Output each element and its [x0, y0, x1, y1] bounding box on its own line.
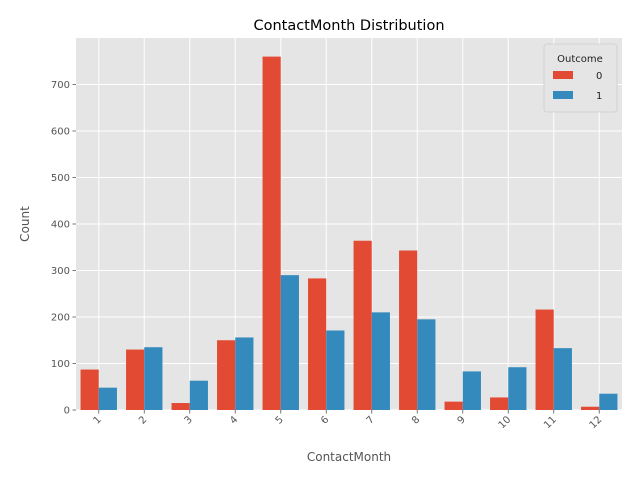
- y-axis-label: Count: [18, 206, 32, 242]
- x-tick-label: 9: [456, 414, 468, 426]
- y-tick-label: 0: [64, 406, 70, 417]
- x-tick-label: 1: [92, 414, 104, 426]
- bar-series-1-12: [599, 393, 618, 410]
- legend-swatch-0: [553, 71, 573, 79]
- y-tick-label: 600: [51, 127, 70, 138]
- y-tick-label: 700: [51, 80, 70, 91]
- bar-series-0-12: [581, 406, 600, 410]
- bar-series-0-4: [217, 340, 236, 410]
- bar-series-1-7: [371, 312, 390, 410]
- chart-title: ContactMonth Distribution: [253, 18, 444, 34]
- x-tick-label: 8: [410, 414, 422, 426]
- x-tick-label: 3: [183, 414, 195, 426]
- bar-series-0-8: [399, 250, 418, 410]
- y-axis-ticks: 0 100 200 300 400 500 600 700: [51, 80, 76, 417]
- bar-series-0-1: [80, 369, 99, 410]
- y-tick-label: 400: [51, 220, 70, 231]
- x-axis-ticks: 1 2 3 4 5 6 7 8 9 10 11 12: [92, 410, 605, 431]
- x-tick-label: 11: [542, 414, 559, 431]
- bar-series-1-1: [98, 387, 117, 410]
- bar-series-0-5: [262, 56, 281, 410]
- bar-series-1-2: [144, 347, 163, 410]
- bar-series-0-10: [490, 397, 509, 410]
- legend-label-0: 0: [596, 71, 602, 82]
- bar-series-1-10: [508, 367, 527, 410]
- bar-series-1-11: [553, 348, 572, 410]
- legend-title: Outcome: [557, 54, 603, 65]
- y-tick-label: 500: [51, 173, 70, 184]
- y-tick-label: 200: [51, 313, 70, 324]
- x-axis-label: ContactMonth: [307, 450, 391, 464]
- legend: Outcome 0 1: [543, 43, 618, 113]
- x-tick-label: 5: [274, 414, 286, 426]
- bar-series-1-3: [189, 380, 208, 410]
- x-tick-label: 10: [497, 414, 514, 431]
- bar-series-0-6: [308, 278, 327, 410]
- bar-series-1-4: [235, 337, 254, 410]
- x-tick-label: 4: [228, 414, 240, 426]
- bar-series-0-9: [444, 401, 463, 410]
- x-tick-label: 12: [588, 414, 605, 431]
- bars: [80, 56, 618, 410]
- bar-series-0-2: [126, 349, 145, 410]
- x-tick-label: 2: [137, 414, 149, 426]
- bar-series-1-8: [417, 319, 436, 410]
- bar-series-0-3: [171, 403, 190, 410]
- bar-series-1-5: [280, 275, 299, 410]
- bar-series-1-9: [462, 371, 481, 410]
- y-tick-label: 300: [51, 266, 70, 277]
- bar-series-1-6: [326, 330, 345, 410]
- legend-label-1: 1: [596, 91, 602, 102]
- x-tick-label: 7: [365, 414, 377, 426]
- bar-series-0-7: [353, 240, 372, 410]
- y-tick-label: 100: [51, 359, 70, 370]
- bar-series-0-11: [535, 309, 554, 410]
- x-tick-label: 6: [319, 414, 331, 426]
- legend-swatch-1: [553, 91, 573, 99]
